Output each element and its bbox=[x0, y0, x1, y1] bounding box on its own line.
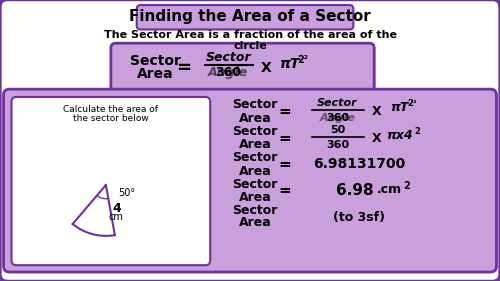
Text: =: = bbox=[278, 104, 291, 119]
Text: 360: 360 bbox=[326, 140, 349, 150]
Text: Area: Area bbox=[238, 216, 272, 229]
Text: πx4: πx4 bbox=[386, 129, 412, 142]
Text: πΤ: πΤ bbox=[280, 57, 300, 71]
Text: X: X bbox=[372, 132, 381, 144]
FancyBboxPatch shape bbox=[136, 5, 354, 30]
Polygon shape bbox=[72, 185, 115, 236]
Text: circle: circle bbox=[233, 41, 267, 51]
Text: Area: Area bbox=[238, 112, 272, 125]
Text: The Sector Area is a fraction of the area of the: The Sector Area is a fraction of the are… bbox=[104, 30, 397, 40]
Text: cm: cm bbox=[109, 212, 124, 222]
Text: 2: 2 bbox=[414, 127, 420, 136]
Text: .cm: .cm bbox=[376, 183, 402, 196]
Text: =: = bbox=[278, 157, 291, 172]
Text: Sector: Sector bbox=[232, 151, 278, 164]
Text: (to 3sf): (to 3sf) bbox=[334, 211, 386, 224]
FancyBboxPatch shape bbox=[4, 89, 496, 272]
Text: Sector: Sector bbox=[232, 125, 278, 138]
Text: 4: 4 bbox=[112, 201, 120, 215]
Text: =: = bbox=[278, 131, 291, 146]
Text: Angle: Angle bbox=[208, 66, 248, 79]
Text: 2²: 2² bbox=[297, 55, 308, 65]
Text: 6.98131700: 6.98131700 bbox=[313, 157, 406, 171]
Text: Calculate the area of: Calculate the area of bbox=[64, 105, 158, 114]
Text: 2²: 2² bbox=[407, 99, 417, 108]
Text: Angle: Angle bbox=[320, 112, 356, 123]
Text: Area: Area bbox=[238, 139, 272, 151]
Text: Sector: Sector bbox=[232, 204, 278, 217]
Text: =: = bbox=[278, 183, 291, 198]
Text: Area: Area bbox=[238, 191, 272, 204]
Text: Area: Area bbox=[138, 67, 174, 81]
Text: Finding the Area of a Sector: Finding the Area of a Sector bbox=[129, 9, 371, 24]
Text: 360: 360 bbox=[215, 66, 241, 79]
Text: Sector: Sector bbox=[317, 98, 358, 108]
Text: 50°: 50° bbox=[118, 188, 135, 198]
Text: 360: 360 bbox=[326, 112, 349, 123]
FancyBboxPatch shape bbox=[111, 43, 374, 94]
Text: Sector: Sector bbox=[130, 54, 181, 68]
FancyBboxPatch shape bbox=[12, 97, 210, 265]
Text: Sector: Sector bbox=[206, 51, 251, 64]
Text: 2: 2 bbox=[404, 181, 410, 191]
Text: Sector: Sector bbox=[232, 98, 278, 111]
Text: X: X bbox=[372, 105, 381, 118]
Text: 6.98: 6.98 bbox=[336, 183, 373, 198]
Text: Sector: Sector bbox=[232, 178, 278, 191]
Text: πΤ: πΤ bbox=[390, 101, 408, 114]
Text: Area: Area bbox=[238, 165, 272, 178]
Text: =: = bbox=[176, 59, 191, 77]
Text: X: X bbox=[260, 61, 272, 75]
Text: the sector below: the sector below bbox=[73, 114, 148, 123]
Text: 50: 50 bbox=[330, 125, 345, 135]
